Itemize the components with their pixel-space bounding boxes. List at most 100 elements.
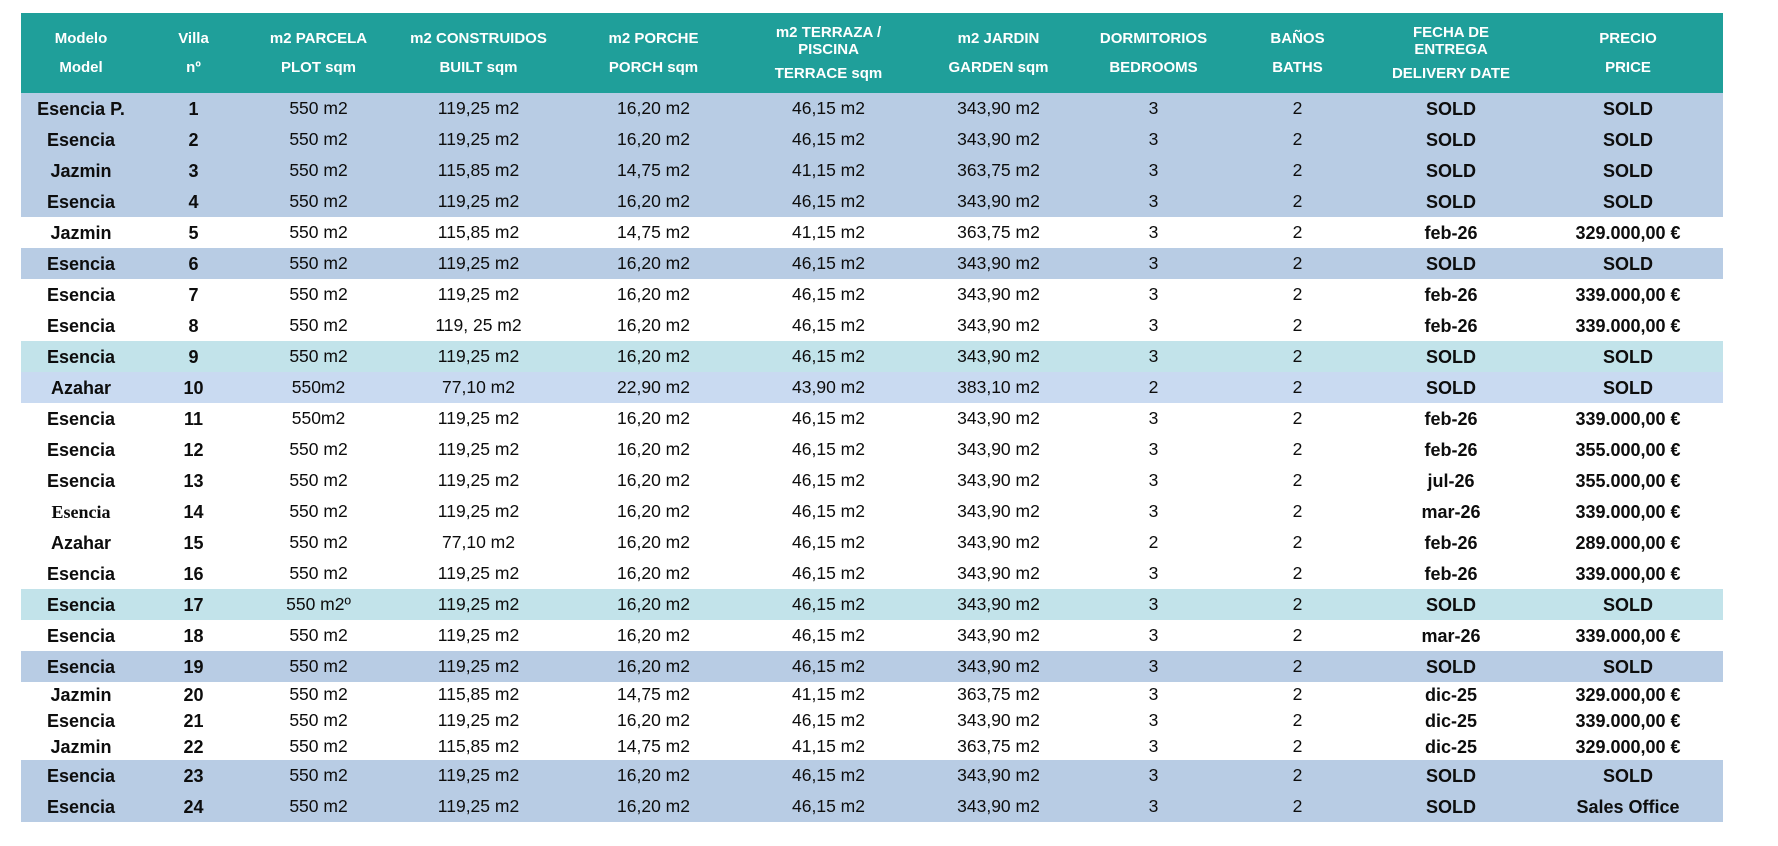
cell-delivery: feb-26 xyxy=(1424,284,1478,305)
cell-built: 115,85 m2 xyxy=(437,736,520,757)
cell-bedrooms: 3 xyxy=(1148,283,1159,304)
cell-porch: 14,75 m2 xyxy=(617,684,690,705)
table-body: Esencia P. 1 550 m2 119,25 m2 16,20 m2 46,15 … xyxy=(21,93,1723,822)
cell-garden: 343,90 m2 xyxy=(957,562,1040,583)
cell-delivery: SOLD xyxy=(1369,341,1533,372)
cell-terrace: 46,15 m2 xyxy=(741,589,916,620)
cell-built: 119,25 m2 xyxy=(437,283,520,304)
cell-garden: 343,90 m2 xyxy=(957,314,1040,335)
cell-price: 339.000,00 € xyxy=(1575,711,1681,731)
cell-villa: 23 xyxy=(141,760,246,791)
cell-baths: 2 xyxy=(1292,469,1303,490)
cell-baths: 2 xyxy=(1292,531,1303,552)
cell-villa: 20 xyxy=(183,685,204,705)
cell-plot: 550 m2 xyxy=(246,760,391,791)
cell-bedrooms: 3 xyxy=(1148,736,1159,757)
cell-plot: 550 m2 xyxy=(246,155,391,186)
cell-model: Esencia xyxy=(46,439,116,460)
table-row: Esencia 23 550 m2 119,25 m2 16,20 m2 46,15 m2… xyxy=(21,760,1723,791)
header-label-en: nº xyxy=(186,59,201,77)
cell-baths: 2 xyxy=(1292,736,1303,757)
cell-built: 115,85 m2 xyxy=(391,155,566,186)
table-row: Jazmin 20 550 m2 115,85 m2 14,75 m2 41,15 m2 3… xyxy=(21,682,1723,708)
cell-terrace: 46,15 m2 xyxy=(792,314,865,335)
cell-price: SOLD xyxy=(1533,93,1723,124)
cell-delivery: dic-25 xyxy=(1424,737,1478,757)
cell-plot: 550 m2 xyxy=(289,500,348,521)
cell-villa: 15 xyxy=(183,532,204,553)
cell-model: Esencia xyxy=(46,284,116,305)
cell-model: Jazmin xyxy=(50,685,112,705)
cell-bedrooms: 3 xyxy=(1148,469,1159,490)
table-row: Esencia 21 550 m2 119,25 m2 16,20 m2 46,15 m2… xyxy=(21,708,1723,734)
cell-baths: 2 xyxy=(1226,124,1369,155)
cell-model: Azahar xyxy=(21,372,141,403)
cell-terrace: 46,15 m2 xyxy=(741,248,916,279)
cell-garden: 343,90 m2 xyxy=(957,710,1040,731)
cell-model: Esencia xyxy=(46,711,116,731)
cell-delivery: mar-26 xyxy=(1421,501,1481,522)
cell-baths: 2 xyxy=(1292,221,1303,242)
cell-built: 119,25 m2 xyxy=(391,341,566,372)
cell-delivery: feb-26 xyxy=(1424,222,1478,243)
header-label-en: GARDEN sqm xyxy=(948,59,1049,77)
cell-baths: 2 xyxy=(1292,500,1303,521)
cell-model: Esencia xyxy=(21,589,141,620)
cell-built: 119,25 m2 xyxy=(437,438,520,459)
table-row: Azahar 15 550 m2 77,10 m2 16,20 m2 46,15 m2 34… xyxy=(21,527,1723,558)
table-row: Esencia 16 550 m2 119,25 m2 16,20 m2 46,15 m2… xyxy=(21,558,1723,589)
header-label-en: BATHS xyxy=(1272,59,1323,77)
cell-price: 339.000,00 € xyxy=(1575,563,1681,584)
header-label-en: PORCH sqm xyxy=(608,59,699,77)
cell-delivery: SOLD xyxy=(1369,589,1533,620)
cell-price: SOLD xyxy=(1533,372,1723,403)
table-row: Jazmin 5 550 m2 115,85 m2 14,75 m2 41,15 m2 36… xyxy=(21,217,1723,248)
cell-villa: 19 xyxy=(141,651,246,682)
cell-garden: 363,75 m2 xyxy=(916,155,1081,186)
table-row: Esencia 7 550 m2 119,25 m2 16,20 m2 46,15 m2 3… xyxy=(21,279,1723,310)
cell-porch: 16,20 m2 xyxy=(566,93,741,124)
cell-bedrooms: 3 xyxy=(1081,760,1226,791)
cell-delivery: SOLD xyxy=(1369,124,1533,155)
cell-plot: 550 m2 xyxy=(289,221,348,242)
cell-villa: 16 xyxy=(183,563,204,584)
cell-porch: 16,20 m2 xyxy=(617,531,690,552)
cell-price: Sales Office xyxy=(1533,791,1723,822)
table-row: Esencia 8 550 m2 119, 25 m2 16,20 m2 46,15 m2… xyxy=(21,310,1723,341)
cell-bedrooms: 3 xyxy=(1148,710,1159,731)
header-cell-garden: m2 JARDIN GARDEN sqm xyxy=(916,13,1081,93)
cell-built: 119,25 m2 xyxy=(391,248,566,279)
cell-model: Jazmin xyxy=(21,155,141,186)
cell-delivery: SOLD xyxy=(1369,760,1533,791)
cell-bedrooms: 3 xyxy=(1081,341,1226,372)
cell-bedrooms: 2 xyxy=(1148,531,1159,552)
cell-baths: 2 xyxy=(1226,186,1369,217)
header-label-es: m2 JARDIN xyxy=(957,29,1040,47)
cell-bedrooms: 3 xyxy=(1081,93,1226,124)
cell-price: 339.000,00 € xyxy=(1575,501,1681,522)
cell-delivery: feb-26 xyxy=(1424,439,1478,460)
cell-terrace: 41,15 m2 xyxy=(792,221,865,242)
cell-plot: 550 m2 xyxy=(289,562,348,583)
cell-bedrooms: 3 xyxy=(1148,500,1159,521)
cell-model: Esencia xyxy=(21,791,141,822)
cell-baths: 2 xyxy=(1292,283,1303,304)
cell-baths: 2 xyxy=(1292,562,1303,583)
cell-plot: 550 m2 xyxy=(246,341,391,372)
cell-terrace: 46,15 m2 xyxy=(792,283,865,304)
header-label-en: PRICE xyxy=(1605,59,1651,77)
cell-garden: 343,90 m2 xyxy=(916,186,1081,217)
cell-garden: 343,90 m2 xyxy=(916,589,1081,620)
table-row: Esencia 4 550 m2 119,25 m2 16,20 m2 46,15 m2 3… xyxy=(21,186,1723,217)
cell-built: 119,25 m2 xyxy=(391,589,566,620)
cell-model: Esencia xyxy=(46,563,116,584)
cell-model: Esencia xyxy=(21,248,141,279)
cell-model: Esencia xyxy=(21,651,141,682)
cell-villa: 21 xyxy=(183,711,204,731)
table-row: Esencia 13 550 m2 119,25 m2 16,20 m2 46,15 m2… xyxy=(21,465,1723,496)
header-label-en: BUILT sqm xyxy=(439,59,518,77)
cell-porch: 14,75 m2 xyxy=(617,221,690,242)
cell-porch: 16,20 m2 xyxy=(617,710,690,731)
cell-plot: 550 m2 xyxy=(289,469,348,490)
header-label-en: DELIVERY DATE xyxy=(1391,65,1511,82)
